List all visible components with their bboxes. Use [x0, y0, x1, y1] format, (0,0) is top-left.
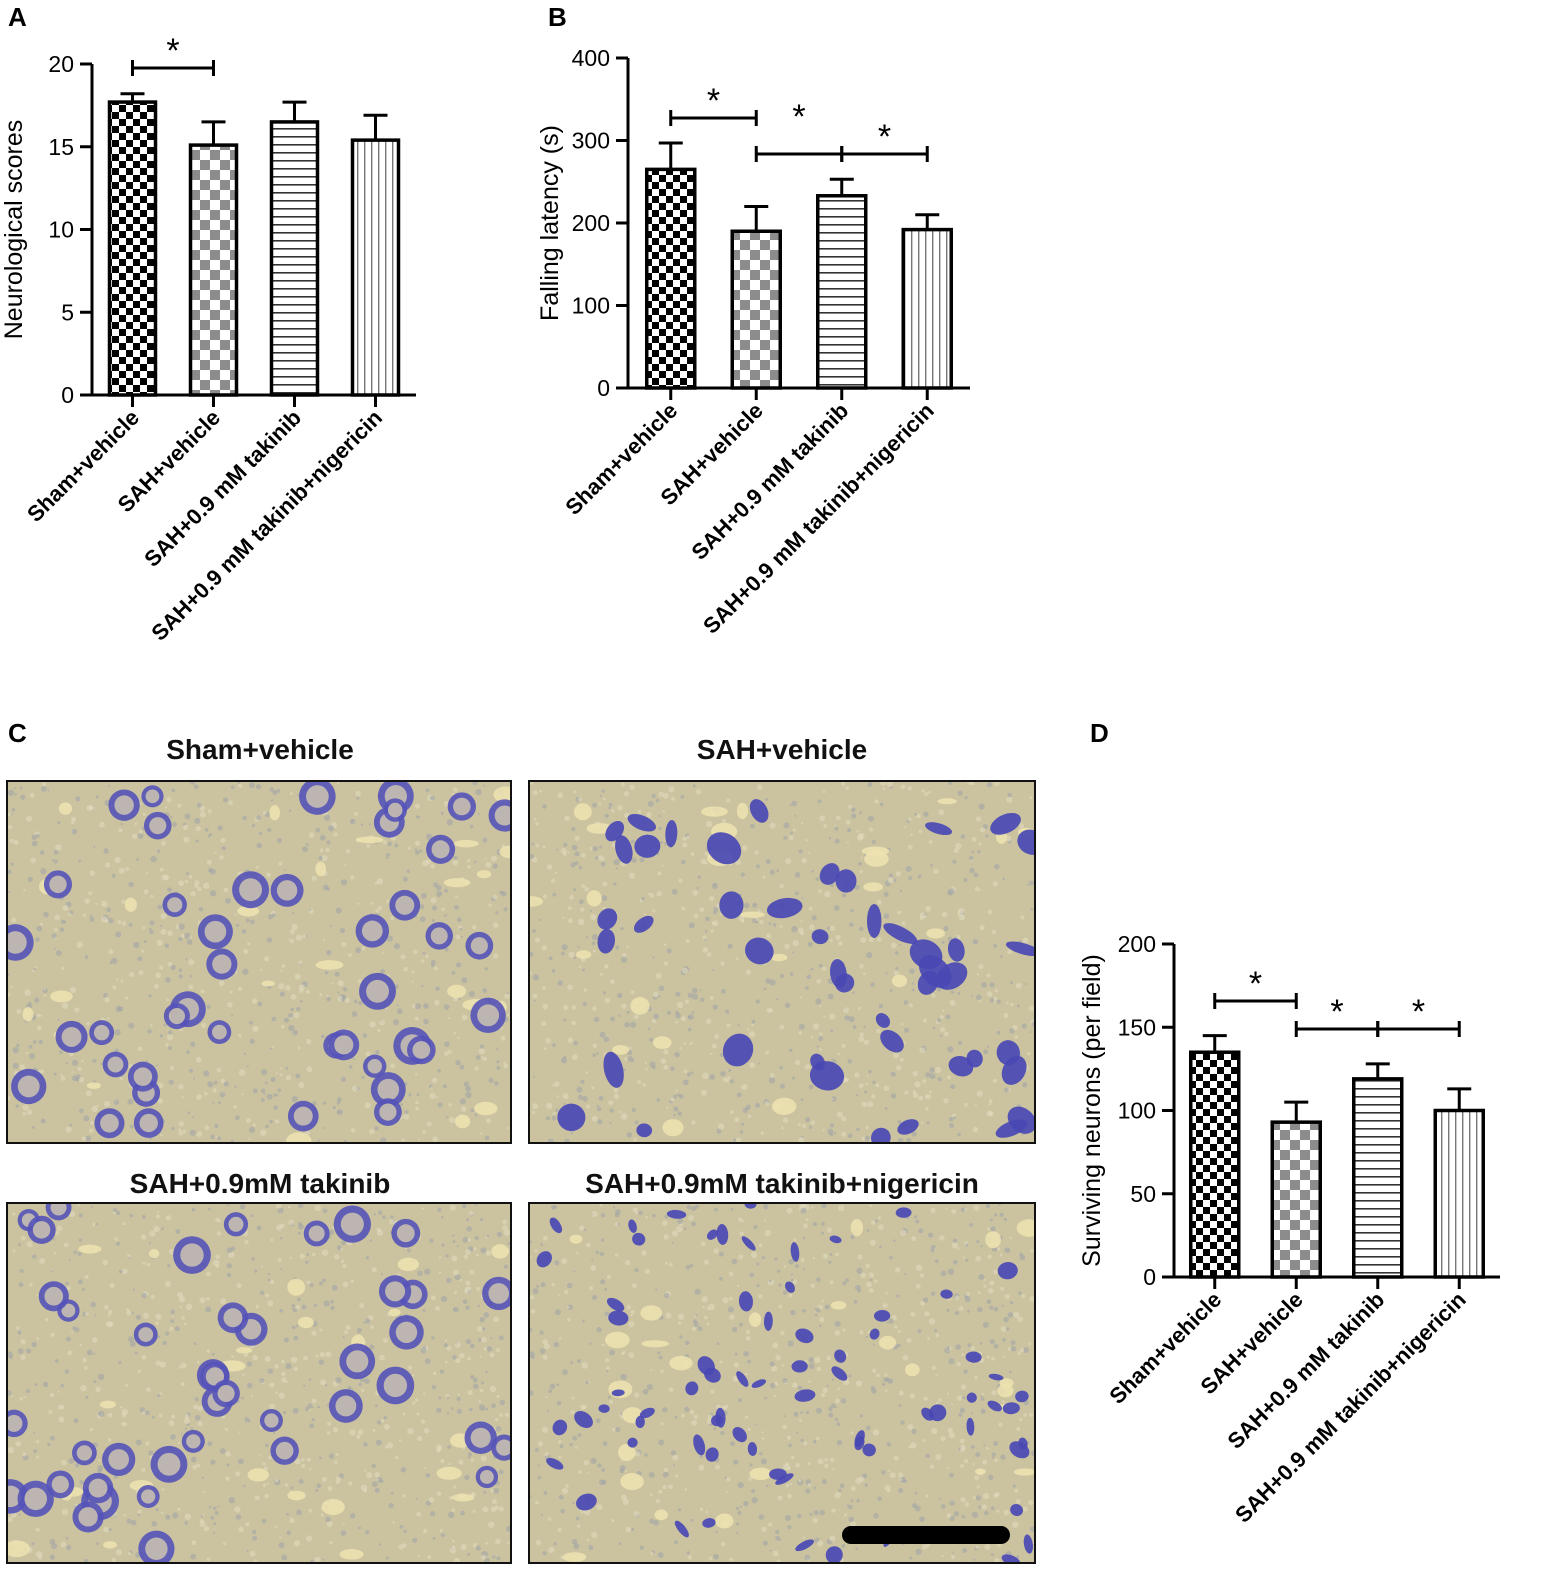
significance-star: * [707, 82, 720, 120]
chart-d-surviving-neurons: 0 50 100 150 200 Surviving neurons (per field… [1078, 931, 1500, 1528]
bar-1 [1189, 1050, 1241, 1279]
bar-4 [1433, 1108, 1485, 1279]
bar-1 [645, 167, 697, 390]
y-tick-label: 5 [61, 299, 74, 325]
y-tick-label: 200 [572, 210, 610, 236]
panel-letter-c: C [8, 718, 27, 748]
x-tick-label-3: SAH+0.9 mM takinib [686, 398, 853, 565]
y-tick-label: 200 [1118, 931, 1156, 957]
panel-letter-a: A [8, 2, 27, 32]
significance-star: * [166, 32, 179, 70]
bar-4 [901, 227, 953, 390]
y-tick-label: 15 [48, 134, 74, 160]
y-tick-label: 300 [572, 128, 610, 154]
y-tick-label: 100 [572, 293, 610, 319]
micrograph-title-sah: SAH+vehicle [696, 734, 868, 765]
bar-3 [1352, 1077, 1404, 1279]
bar-2 [188, 143, 239, 397]
micrograph-takinib-nigericin [528, 1202, 1036, 1564]
y-axis-label: Falling latency (s) [540, 125, 564, 321]
bar-4 [350, 138, 401, 397]
significance-star: * [1330, 993, 1343, 1031]
y-tick-label: 400 [572, 45, 610, 71]
bar-3 [269, 120, 320, 397]
bar-2 [730, 229, 782, 390]
x-tick-label-3: SAH+0.9 mM takinib [139, 405, 306, 572]
panel-letter-b: B [548, 2, 567, 32]
significance-star: * [792, 98, 805, 136]
significance-star: * [1412, 993, 1425, 1031]
y-tick-label: 0 [597, 375, 610, 401]
y-tick-label: 150 [1118, 1014, 1156, 1040]
y-tick-label: 20 [48, 51, 74, 77]
y-tick-label: 10 [48, 217, 74, 243]
y-axis-label: Surviving neurons (per field) [1078, 954, 1106, 1267]
y-tick-label: 0 [61, 382, 74, 408]
bar-2 [1270, 1120, 1322, 1279]
bar-3 [816, 194, 868, 390]
micrograph-title-sham: Sham+vehicle [166, 734, 354, 765]
micrograph-title-takinib: SAH+0.9mM takinib [129, 1168, 391, 1199]
y-tick-label: 50 [1130, 1181, 1156, 1207]
micrograph-takinib [6, 1202, 512, 1564]
significance-star: * [1249, 965, 1262, 1003]
y-tick-label: 100 [1118, 1098, 1156, 1124]
y-axis-label: Neurological scores [0, 120, 28, 340]
micrograph-title-takinib-nigericin: SAH+0.9mM takinib+nigericin [585, 1168, 979, 1199]
y-tick-label: 0 [1143, 1264, 1156, 1290]
scale-bar [842, 1526, 1010, 1544]
significance-star: * [878, 118, 891, 156]
micrograph-sah [528, 780, 1036, 1144]
x-tick-label-3: SAH+0.9 mM takinib [1222, 1287, 1389, 1454]
panel-letter-d: D [1090, 718, 1109, 748]
micrograph-sham [6, 780, 512, 1144]
bar-1 [107, 100, 158, 397]
